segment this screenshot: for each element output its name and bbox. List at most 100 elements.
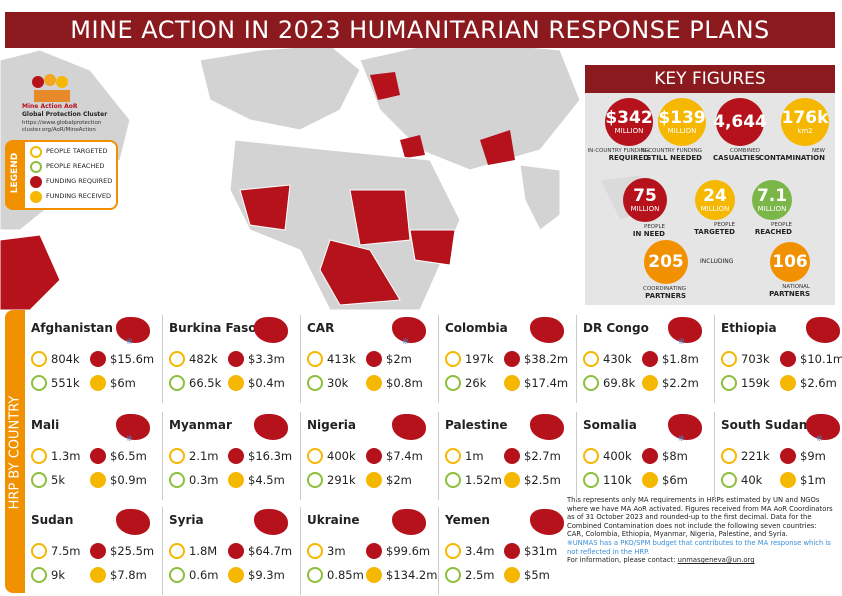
funding-required: $2m bbox=[386, 352, 412, 366]
funding-required: $10.1m bbox=[800, 352, 842, 366]
key-figure-unit: MILLION bbox=[667, 127, 697, 135]
column-divider bbox=[438, 315, 439, 403]
icon-received bbox=[642, 472, 658, 488]
country-shape bbox=[806, 414, 840, 440]
people-targeted: 804k bbox=[51, 352, 80, 366]
logo-org: Global Protection Cluster bbox=[22, 111, 108, 118]
country-marker: ※ bbox=[126, 337, 133, 346]
logo-url: https://www.globalprotection bbox=[22, 120, 102, 126]
column-divider bbox=[162, 315, 163, 403]
key-figure-value: $139 bbox=[658, 108, 706, 128]
icon-targeted bbox=[445, 448, 461, 464]
key-figure-value: $342 bbox=[605, 108, 653, 128]
funding-required: $31m bbox=[524, 544, 558, 558]
country-name: Palestine bbox=[445, 418, 508, 432]
icon-required bbox=[504, 448, 520, 464]
country-shape bbox=[116, 414, 150, 440]
key-figure-caption-bold: TARGETED bbox=[694, 228, 735, 236]
key-figure-unit: MILLION bbox=[757, 205, 787, 213]
funding-required: $1.8m bbox=[662, 352, 699, 366]
column-divider bbox=[300, 507, 301, 595]
people-reached: 5k bbox=[51, 473, 65, 487]
funding-required: $15.6m bbox=[110, 352, 155, 366]
icon-targeted bbox=[307, 543, 323, 559]
key-figure-caption: COORDINATING PARTNERS bbox=[606, 286, 686, 300]
legend-title: LEGEND bbox=[10, 152, 20, 194]
key-figure-caption-bold: PARTNERS bbox=[769, 290, 810, 298]
logo-name: Mine Action AoR bbox=[22, 103, 78, 110]
icon-received bbox=[228, 375, 244, 391]
icon-received bbox=[366, 375, 382, 391]
country-shape bbox=[254, 414, 288, 440]
people-targeted: 482k bbox=[189, 352, 218, 366]
icon-received bbox=[780, 472, 796, 488]
people-targeted: 7.5m bbox=[51, 544, 81, 558]
funding-received: $0.8m bbox=[386, 376, 423, 390]
country-name: Ethiopia bbox=[721, 321, 777, 335]
icon-targeted bbox=[307, 448, 323, 464]
legend-label: PEOPLE REACHED bbox=[46, 162, 105, 170]
icon-required bbox=[366, 351, 382, 367]
footnote: This represents only MA requirements in … bbox=[567, 496, 835, 565]
funding-received: $9.3m bbox=[248, 568, 285, 582]
people-reached: 40k bbox=[741, 473, 763, 487]
key-figure-caption-bold: CASUALTIES bbox=[713, 154, 760, 162]
note-unmas: ※UNMAS has a PKO/SPM budget that contrib… bbox=[567, 538, 831, 556]
funding-received: $17.4m bbox=[524, 376, 569, 390]
icon-targeted bbox=[307, 351, 323, 367]
people-targeted: 1.8M bbox=[189, 544, 218, 558]
legend-icon bbox=[30, 146, 42, 158]
country-name: Myanmar bbox=[169, 418, 232, 432]
icon-required bbox=[366, 543, 382, 559]
legend-icon bbox=[30, 161, 42, 173]
page-title: MINE ACTION IN 2023 HUMANITARIAN RESPONS… bbox=[5, 12, 835, 48]
icon-required bbox=[780, 351, 796, 367]
country-marker: ※ bbox=[678, 337, 685, 346]
icon-required bbox=[642, 448, 658, 464]
key-figure-value: 106 bbox=[772, 252, 808, 272]
country-shape bbox=[254, 317, 288, 343]
people-reached: 291k bbox=[327, 473, 356, 487]
key-figure-circle: 106 bbox=[770, 242, 810, 282]
key-figure-caption-bold: REACHED bbox=[754, 228, 792, 236]
country-name: Nigeria bbox=[307, 418, 357, 432]
country-name: Syria bbox=[169, 513, 204, 527]
including-label: INCLUDING bbox=[700, 258, 734, 265]
legend-tab bbox=[5, 140, 25, 210]
key-figure-unit: km2 bbox=[797, 127, 813, 135]
country-shape bbox=[806, 317, 840, 343]
country-shape bbox=[116, 509, 150, 535]
icon-targeted bbox=[445, 351, 461, 367]
people-targeted: 703k bbox=[741, 352, 770, 366]
icon-received bbox=[642, 375, 658, 391]
icon-reached bbox=[169, 567, 185, 583]
icon-reached bbox=[583, 472, 599, 488]
key-figure-caption-bold: PARTNERS bbox=[645, 292, 686, 300]
funding-received: $2.6m bbox=[800, 376, 837, 390]
icon-reached bbox=[445, 567, 461, 583]
funding-received: $134.2m bbox=[386, 568, 438, 582]
country-name: South Sudan bbox=[721, 418, 808, 432]
country-name: DR Congo bbox=[583, 321, 649, 335]
icon-received bbox=[504, 472, 520, 488]
country-marker: ※ bbox=[402, 337, 409, 346]
funding-required: $8m bbox=[662, 449, 688, 463]
country-marker: ※ bbox=[678, 434, 685, 443]
icon-received bbox=[228, 567, 244, 583]
funding-required: $2.7m bbox=[524, 449, 561, 463]
funding-received: $4.5m bbox=[248, 473, 285, 487]
icon-targeted bbox=[721, 351, 737, 367]
country-shape bbox=[530, 414, 564, 440]
people-reached: 0.6m bbox=[189, 568, 219, 582]
key-figure-caption: PEOPLE REACHED bbox=[712, 222, 792, 236]
section-title: HRP BY COUNTRY bbox=[7, 395, 23, 510]
funding-received: $2m bbox=[386, 473, 412, 487]
icon-reached bbox=[31, 472, 47, 488]
icon-targeted bbox=[169, 351, 185, 367]
people-reached: 9k bbox=[51, 568, 65, 582]
funding-required: $16.3m bbox=[248, 449, 293, 463]
key-figure-unit: MILLION bbox=[630, 205, 660, 213]
key-figure-caption: IN-COUNTRY FUNDING REQUIRED bbox=[569, 148, 649, 162]
people-targeted: 2.1m bbox=[189, 449, 219, 463]
